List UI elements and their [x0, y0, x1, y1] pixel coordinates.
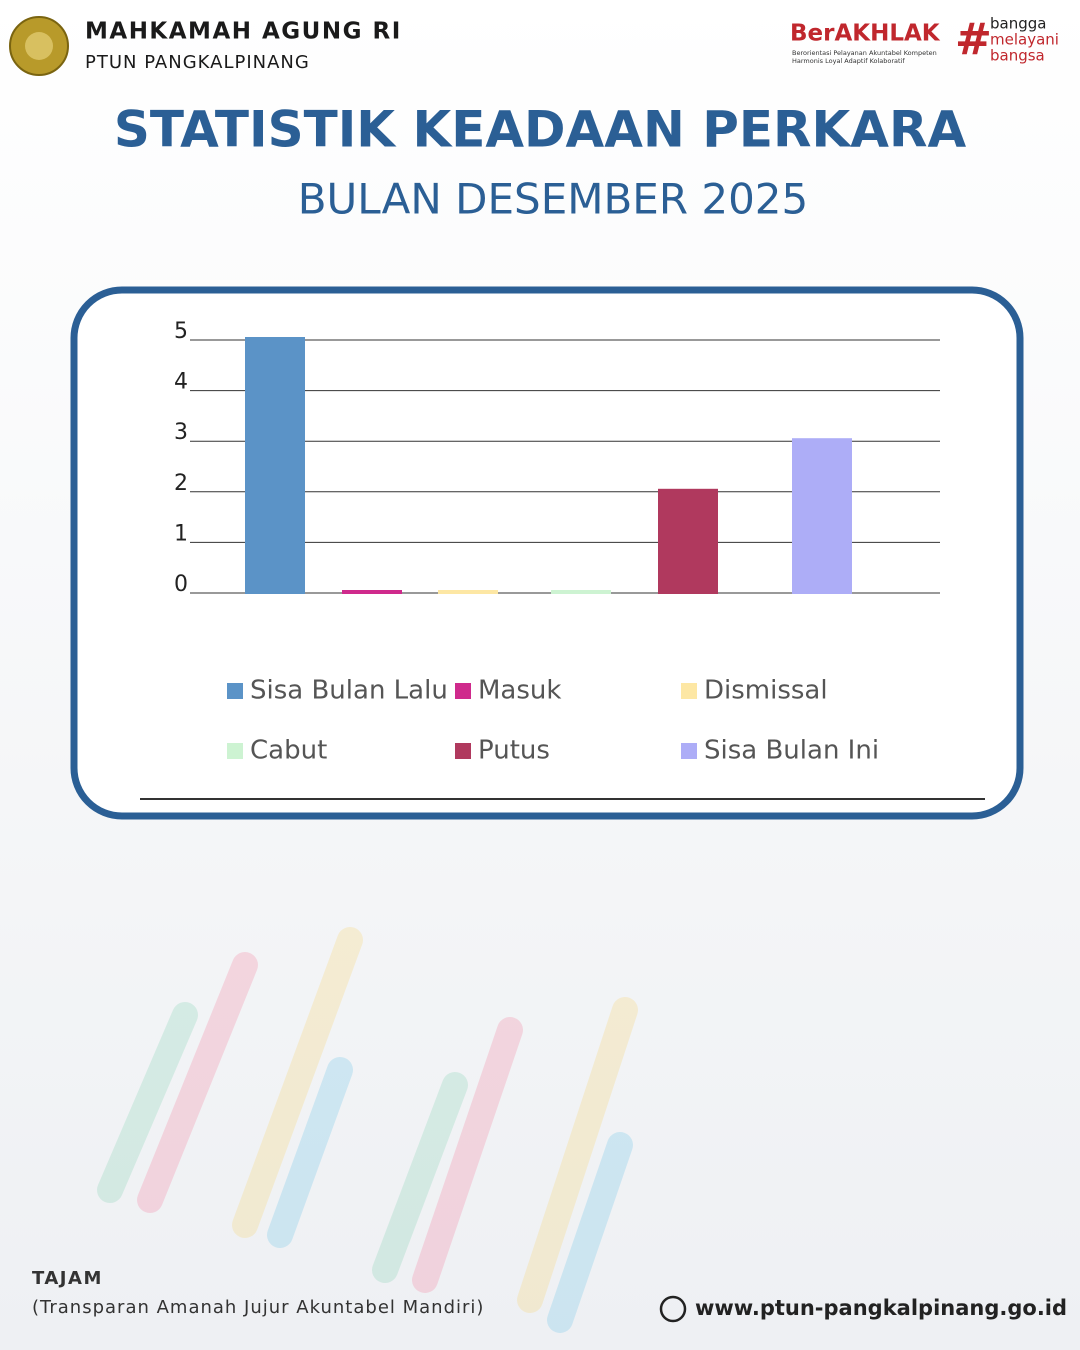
brand-tagline: Berorientasi Pelayanan Akuntabel Kompete…: [792, 49, 937, 57]
bar: [245, 337, 305, 594]
bar: [658, 488, 718, 594]
motto-full: (Transparan Amanah Jujur Akuntabel Mandi…: [32, 1297, 484, 1318]
bar: [792, 438, 852, 595]
legend-label: Dismissal: [704, 676, 828, 706]
brand-tagline: Harmonis Loyal Adaptif Kolaboratif: [792, 57, 905, 65]
website: www.ptun-pangkalpinang.go.id: [695, 1296, 1067, 1320]
y-tick-label: 2: [174, 471, 188, 496]
legend-label: Masuk: [478, 676, 561, 706]
legend-box: [140, 658, 985, 798]
y-tick-label: 0: [174, 572, 188, 597]
bar: [438, 590, 498, 594]
org-name: MAHKAMAH AGUNG RI: [85, 19, 402, 45]
logo-inner: [25, 32, 53, 60]
y-tick-label: 5: [174, 319, 188, 344]
motto: TAJAM: [32, 1268, 103, 1289]
bar: [551, 590, 611, 594]
hashtag-line: bangga: [990, 15, 1046, 33]
legend-swatch: [681, 743, 697, 759]
legend-swatch: [455, 743, 471, 759]
legend-swatch: [227, 743, 243, 759]
globe-icon: [659, 1295, 687, 1323]
hashtag-line: bangsa: [990, 47, 1045, 65]
chart-title: STATISTIK KEADAAN PERKARA: [114, 101, 967, 159]
bar: [342, 590, 402, 594]
chart-subtitle: BULAN DESEMBER 2025: [298, 175, 809, 224]
legend-swatch: [681, 683, 697, 699]
hashtag-line: melayani: [990, 31, 1059, 49]
legend-label: Cabut: [250, 736, 327, 766]
unit-name: PTUN PANGKALPINANG: [85, 52, 310, 73]
background-decoration: [97, 927, 638, 1333]
legend-swatch: [227, 683, 243, 699]
legend-label: Sisa Bulan Lalu: [250, 676, 448, 706]
legend-label: Putus: [478, 736, 550, 766]
legend-swatch: [455, 683, 471, 699]
brand: BerAKHLAK: [790, 21, 941, 47]
y-tick-label: 3: [174, 420, 188, 445]
hashtag-mark: #: [955, 14, 992, 65]
legend-label: Sisa Bulan Ini: [704, 736, 879, 766]
y-tick-label: 1: [174, 521, 188, 546]
y-tick-label: 4: [174, 370, 188, 395]
